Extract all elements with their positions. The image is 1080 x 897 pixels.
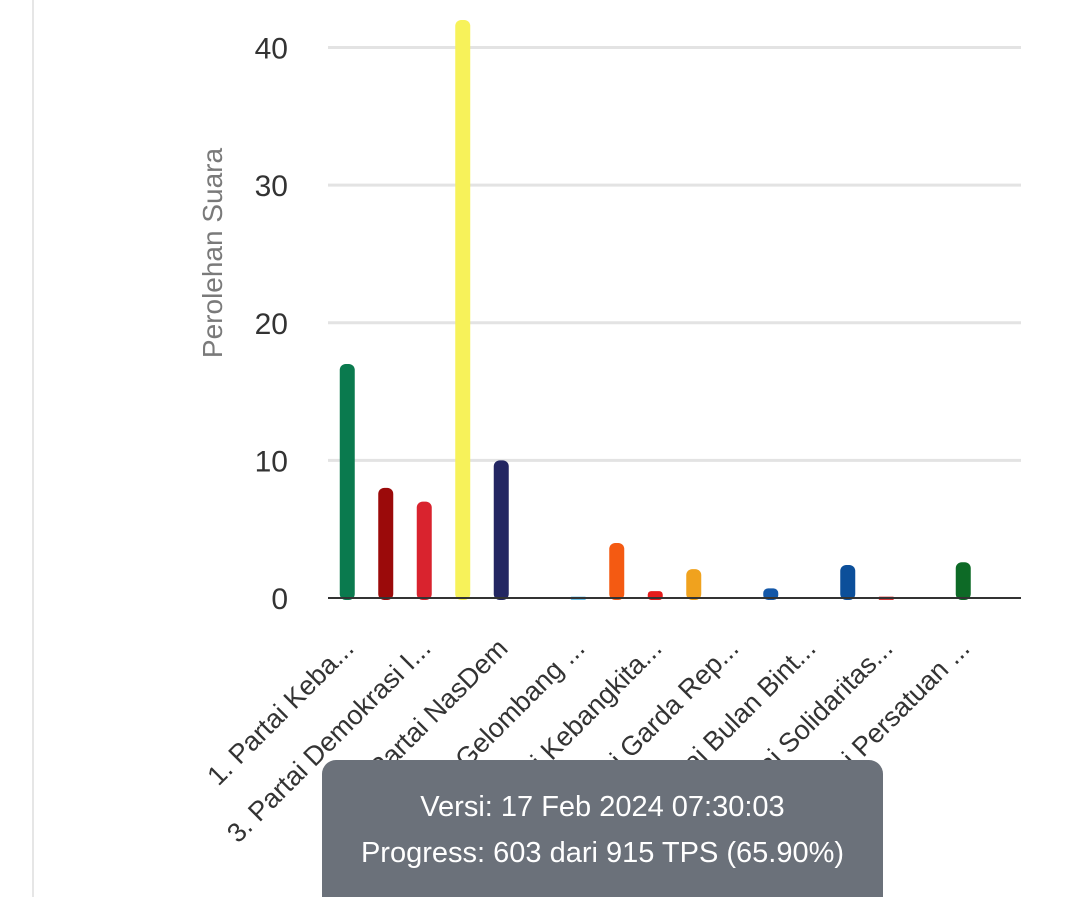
bar xyxy=(493,460,509,600)
bar xyxy=(416,501,432,600)
y-tick-label: 30 xyxy=(255,170,288,203)
y-tick-label: 40 xyxy=(255,33,288,66)
bar xyxy=(455,20,471,600)
version-text: Versi: 17 Feb 2024 07:30:03 xyxy=(420,791,785,823)
bar xyxy=(840,564,856,600)
y-tick-label: 20 xyxy=(255,308,288,341)
bar xyxy=(339,364,355,600)
progress-text: Progress: 603 dari 915 TPS (65.90%) xyxy=(360,837,845,869)
y-tick-label: 10 xyxy=(255,445,288,478)
page-left-border xyxy=(32,0,34,897)
bar xyxy=(609,542,625,600)
bar xyxy=(955,562,971,600)
y-tick-label: 0 xyxy=(271,583,288,616)
version-toast: Versi: 17 Feb 2024 07:30:03 Progress: 60… xyxy=(322,760,883,897)
bar xyxy=(378,487,394,600)
bar xyxy=(686,569,702,600)
y-axis-label: Perolehan Suara xyxy=(197,148,228,359)
